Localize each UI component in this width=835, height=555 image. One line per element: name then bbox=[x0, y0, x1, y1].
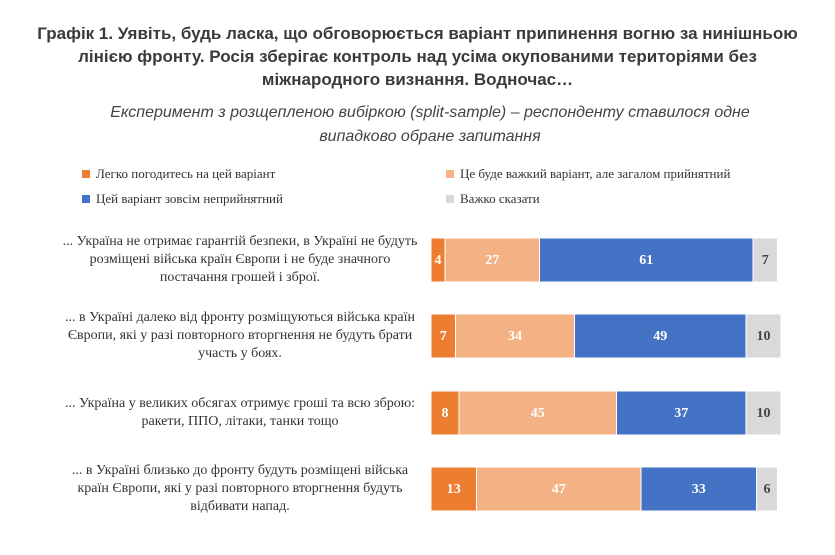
legend-swatch bbox=[82, 170, 90, 178]
legend-item: Це буде важкий варіант, але загалом прий… bbox=[446, 166, 730, 182]
legend-swatch bbox=[446, 170, 454, 178]
legend-item: Цей варіант зовсім неприйнятний bbox=[82, 191, 283, 207]
value-label: 33 bbox=[692, 482, 706, 497]
value-label: 27 bbox=[485, 253, 499, 268]
value-label: 10 bbox=[757, 406, 771, 421]
category-label: ... в Україні далеко від фронту розміщую… bbox=[64, 310, 416, 361]
legend-swatch bbox=[446, 195, 454, 203]
value-label: 47 bbox=[552, 482, 566, 497]
legend-item: Легко погодитесь на цей варіант bbox=[82, 166, 275, 182]
bar-segment bbox=[745, 390, 782, 436]
legend-swatch bbox=[82, 195, 90, 203]
bar-segment bbox=[476, 466, 642, 512]
bar-segment bbox=[756, 466, 778, 512]
legend-item: Важко сказати bbox=[446, 191, 540, 207]
bar-segment bbox=[539, 237, 754, 283]
bar-segment bbox=[640, 466, 757, 512]
bar-segment bbox=[745, 313, 782, 359]
legend-label: Цей варіант зовсім неприйнятний bbox=[96, 191, 283, 206]
category-label: ... Україна не отримає гарантій безпеки,… bbox=[62, 234, 418, 285]
value-label: 7 bbox=[762, 253, 769, 268]
bar-segment bbox=[430, 390, 460, 436]
bar-segment bbox=[752, 237, 778, 283]
value-label: 34 bbox=[508, 329, 522, 344]
bar-segment bbox=[616, 390, 747, 436]
category-label: ... в Україні близько до фронту будуть р… bbox=[71, 463, 409, 514]
chart-subtitle: Експеримент з розщепленою вибіркою (spli… bbox=[110, 104, 750, 145]
value-label: 4 bbox=[435, 253, 442, 268]
value-label: 45 bbox=[531, 406, 545, 421]
bar-segment bbox=[430, 313, 456, 359]
value-label: 8 bbox=[442, 406, 449, 421]
legend-label: Легко погодитесь на цей варіант bbox=[96, 166, 276, 181]
value-label: 49 bbox=[653, 329, 667, 344]
bar-segment bbox=[574, 313, 747, 359]
chart-title: Графік 1. Уявіть, будь ласка, що обговор… bbox=[37, 24, 798, 89]
value-label: 7 bbox=[440, 329, 447, 344]
value-label: 13 bbox=[447, 482, 461, 497]
value-label: 61 bbox=[639, 253, 653, 268]
category-label: ... Україна у великих обсягах отримує гр… bbox=[64, 396, 416, 429]
legend-label: Важко сказати bbox=[460, 191, 540, 206]
bar-segment bbox=[458, 390, 617, 436]
bar-segment bbox=[444, 237, 540, 283]
value-label: 6 bbox=[764, 482, 771, 497]
legend-label: Це буде важкий варіант, але загалом прий… bbox=[460, 166, 731, 181]
bar-segment bbox=[430, 466, 477, 512]
value-label: 37 bbox=[674, 406, 688, 421]
value-label: 10 bbox=[757, 329, 771, 344]
